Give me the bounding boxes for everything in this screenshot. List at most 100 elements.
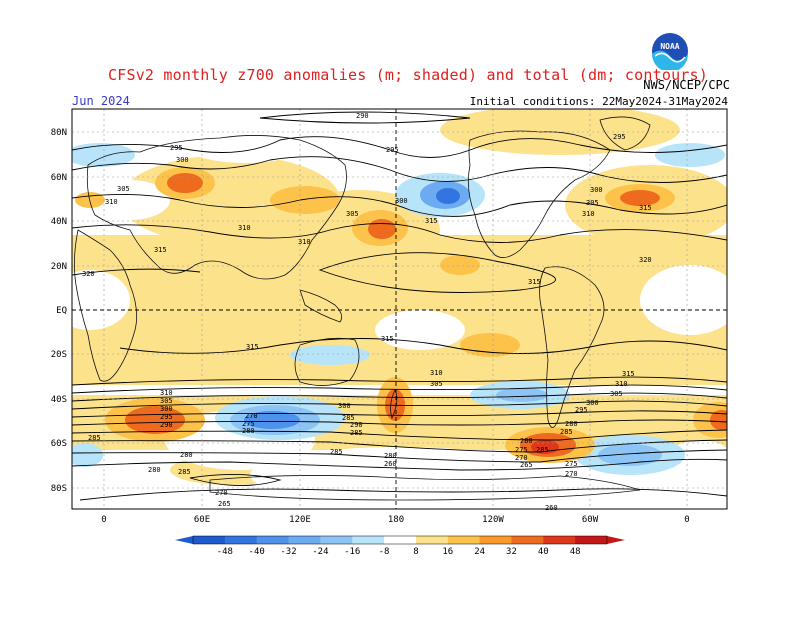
chart-title: CFSv2 monthly z700 anomalies (m; shaded)… — [108, 66, 708, 84]
lon-label: 60E — [194, 515, 210, 525]
contour-label: 285 — [88, 434, 101, 442]
colorbar-label: -32 — [280, 547, 296, 557]
colorbar-label: 48 — [570, 547, 581, 557]
colorbar-swatch — [384, 536, 417, 544]
contour-label: 280 — [384, 452, 397, 460]
contour-label: 310 — [160, 389, 173, 397]
contour-label: 305 — [160, 397, 173, 405]
lon-label: 180 — [388, 515, 404, 525]
colorbar-swatch — [352, 536, 385, 544]
contour-label: 270 — [565, 470, 578, 478]
lat-label: 60S — [51, 439, 67, 449]
lon-label: 0 — [101, 515, 106, 525]
colorbar-swatch — [575, 536, 608, 544]
contour-label: 305 — [430, 380, 443, 388]
contour-label: 320 — [639, 256, 652, 264]
contour-label: 305 — [610, 390, 623, 398]
contour-label: 300 — [586, 399, 599, 407]
contour-label: 315 — [528, 278, 541, 286]
lon-label: 0 — [684, 515, 689, 525]
colorbar-min-arrow — [175, 536, 193, 544]
colorbar-label: -16 — [344, 547, 360, 557]
lat-label: 40S — [51, 395, 67, 405]
contour-label: 285 — [350, 429, 363, 437]
colorbar-label: -40 — [249, 547, 265, 557]
contour-label: 280 — [565, 420, 578, 428]
contour-label: 310 — [430, 369, 443, 377]
contour-label: 300 — [338, 402, 351, 410]
lat-label: 40N — [51, 217, 67, 227]
latitude-axis: 80N 60N 40N 20N EQ 20S 40S 60S 80S — [51, 128, 67, 494]
colorbar-swatch — [543, 536, 576, 544]
contour-label: 305 — [346, 210, 359, 218]
colorbar-label: 32 — [506, 547, 517, 557]
contour-label: 315 — [246, 343, 259, 351]
lat-label: 80N — [51, 128, 67, 138]
colorbar-swatch — [447, 536, 481, 544]
contour-label: 310 — [582, 210, 595, 218]
colorbar-swatch — [320, 536, 353, 544]
contour-label: 275 — [242, 420, 255, 428]
contour-label: 300 — [176, 156, 189, 164]
colorbar-label: 8 — [413, 547, 418, 557]
contour-label: 280 — [242, 427, 255, 435]
contour-label: 275 — [515, 446, 528, 454]
contour-label: 295 — [613, 133, 626, 141]
contour-label: 315 — [154, 246, 167, 254]
contour-label: 315 — [639, 204, 652, 212]
contour-label: 315 — [381, 335, 394, 343]
contour-label: 310 — [105, 198, 118, 206]
contour-label: 285 — [536, 446, 549, 454]
contour-label: 300 — [590, 186, 603, 194]
colorbar-label: 24 — [474, 547, 485, 557]
colorbar-label: 40 — [538, 547, 549, 557]
colorbar-label: -8 — [379, 547, 390, 557]
colorbar-swatch — [479, 536, 512, 544]
contour-label: 310 — [238, 224, 251, 232]
contour-label: 270 — [515, 454, 528, 462]
contour-label: 310 — [615, 380, 628, 388]
contour-label: 285 — [178, 468, 191, 476]
contour-label: 300 — [160, 405, 173, 413]
graticule — [72, 109, 727, 509]
colorbar-max-arrow — [607, 536, 625, 544]
coastlines — [74, 116, 651, 501]
colorbar-label: 16 — [442, 547, 453, 557]
colorbar: -48 -40 -32 -24 -16 -8 8 16 24 32 40 48 — [175, 535, 625, 557]
height-contours — [72, 111, 727, 501]
contour-label: 285 — [560, 428, 573, 436]
contour-label: 295 — [170, 144, 183, 152]
contour-label: 320 — [82, 270, 95, 278]
initial-conditions: Initial conditions: 22May2024-31May2024 — [469, 95, 728, 108]
contour-label: 265 — [520, 461, 533, 469]
contour-label: 285 — [342, 414, 355, 422]
contour-label: 295 — [160, 413, 173, 421]
colorbar-frame — [192, 535, 608, 545]
colorbar-swatch — [288, 536, 321, 544]
longitude-axis: 0 60E 120E 180 120W 60W 0 — [101, 515, 689, 525]
contour-label: 265 — [218, 500, 231, 508]
forecast-month: Jun 2024 — [72, 94, 130, 108]
contour-label: 295 — [575, 406, 588, 414]
contour-label: 310 — [298, 238, 311, 246]
contour-label: 260 — [384, 460, 397, 468]
contour-label: 275 — [565, 460, 578, 468]
colorbar-swatch — [193, 536, 226, 544]
contour-label: 305 — [586, 199, 599, 207]
contour-label: 290 — [160, 421, 173, 429]
lat-label: EQ — [56, 306, 67, 316]
contour-label: 280 — [180, 451, 193, 459]
contour-label: 315 — [425, 217, 438, 225]
lat-label: 20N — [51, 262, 67, 272]
lon-label: 60W — [582, 515, 599, 525]
lon-label: 120W — [482, 515, 504, 525]
contour-label: 305 — [117, 185, 130, 193]
contour-label: 260 — [545, 504, 558, 512]
contour-label: 295 — [386, 146, 399, 154]
colorbar-label: -48 — [217, 547, 233, 557]
contour-label: 270 — [245, 412, 258, 420]
lat-label: 80S — [51, 484, 67, 494]
contour-label: 315 — [622, 370, 635, 378]
colorbar-label: -24 — [312, 547, 328, 557]
